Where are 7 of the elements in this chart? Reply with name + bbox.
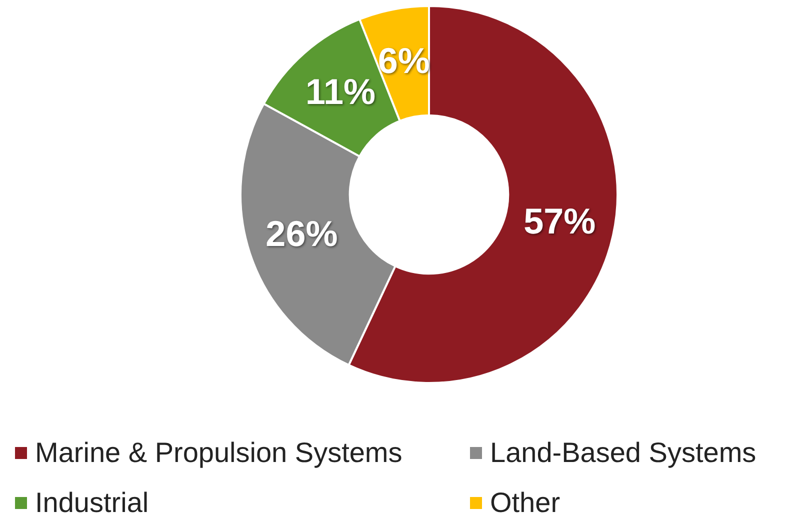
data-label: 11% [305,71,376,112]
legend-label: Marine & Propulsion Systems [35,437,402,469]
legend-label: Land-Based Systems [490,437,756,469]
data-label: 26% [266,212,338,254]
data-label: 57% [524,200,596,242]
legend-label: Industrial [35,487,149,519]
legend-label: Other [490,487,560,519]
